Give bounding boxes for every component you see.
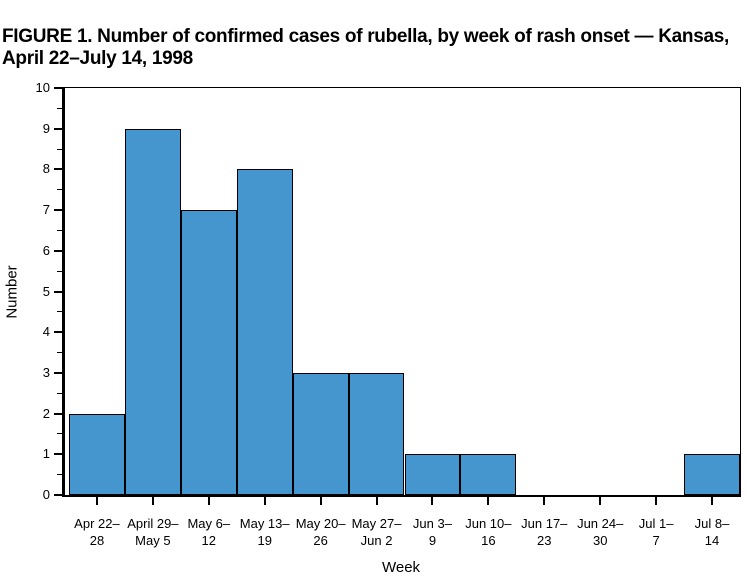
y-major-tick bbox=[54, 412, 62, 415]
y-tick-label: 2 bbox=[42, 405, 50, 421]
y-minor-tick bbox=[57, 433, 62, 435]
y-major-tick bbox=[54, 168, 62, 171]
x-tick-label-line: May 20– bbox=[295, 516, 346, 531]
y-tick-label: 8 bbox=[42, 161, 50, 177]
bar bbox=[69, 413, 125, 495]
x-tick-label: May 27– Jun 2 bbox=[340, 515, 414, 549]
bar bbox=[236, 169, 293, 495]
x-tick-label: Jul 1– 7 bbox=[619, 515, 693, 549]
x-tick-label-line: May 27– bbox=[351, 516, 402, 531]
y-minor-tick bbox=[57, 392, 62, 394]
x-tick-label-line: Apr 22– bbox=[74, 516, 120, 531]
y-tick-label: 5 bbox=[42, 283, 50, 299]
x-tick-label: May 6– 12 bbox=[172, 515, 246, 549]
x-tick bbox=[375, 497, 378, 505]
x-tick-label: Jul 8– 14 bbox=[675, 515, 748, 549]
x-tick-label-line: Jun 17– bbox=[521, 516, 568, 531]
y-major-tick bbox=[54, 249, 62, 252]
x-tick bbox=[599, 497, 602, 505]
x-tick-label: Jun 24– 30 bbox=[563, 515, 637, 549]
x-tick-label-line: April 29– bbox=[127, 516, 179, 531]
y-major-tick bbox=[54, 209, 62, 212]
y-major-tick bbox=[54, 453, 62, 456]
bar bbox=[124, 128, 181, 495]
x-tick bbox=[543, 497, 546, 505]
y-major-tick bbox=[54, 290, 62, 293]
x-tick-label: May 20– 26 bbox=[284, 515, 358, 549]
y-major-tick bbox=[54, 494, 62, 496]
plot-area bbox=[62, 87, 741, 497]
x-tick-label: April 29– May 5 bbox=[116, 515, 190, 549]
x-tick-label-line: 28 bbox=[89, 533, 105, 548]
x-tick-label: Apr 22– 28 bbox=[60, 515, 134, 549]
x-tick bbox=[95, 497, 98, 505]
x-tick-label-line: Jun 2 bbox=[360, 533, 393, 548]
x-tick bbox=[207, 497, 210, 505]
y-minor-tick bbox=[57, 148, 62, 150]
x-tick bbox=[711, 497, 714, 505]
x-tick-label-line: 16 bbox=[481, 533, 496, 548]
x-tick-label-line: Jun 3– bbox=[412, 516, 452, 531]
x-tick-label-line: 26 bbox=[313, 533, 328, 548]
bar bbox=[684, 454, 740, 495]
x-tick bbox=[487, 497, 490, 505]
x-tick-label-line: 12 bbox=[201, 533, 217, 548]
y-major-tick bbox=[54, 371, 62, 374]
bar bbox=[404, 454, 461, 495]
y-tick-label: 4 bbox=[42, 324, 50, 340]
y-tick-label: 1 bbox=[42, 446, 50, 462]
x-tick-label: Jun 17– 23 bbox=[507, 515, 581, 549]
x-tick-label-line: 19 bbox=[257, 533, 272, 548]
x-tick bbox=[431, 497, 434, 505]
y-tick-label: 6 bbox=[42, 242, 50, 258]
x-tick-label-line: May 6– bbox=[187, 516, 231, 531]
x-tick bbox=[151, 497, 154, 505]
x-tick-label-line: May 13– bbox=[239, 516, 290, 531]
x-axis-label: Week bbox=[381, 559, 421, 576]
x-tick-label-line: 30 bbox=[592, 533, 608, 548]
x-tick-label-line: 7 bbox=[652, 533, 660, 548]
y-tick-label: 3 bbox=[42, 364, 50, 380]
y-minor-tick bbox=[57, 107, 62, 109]
figure-title-line-1: FIGURE 1. Number of confirmed cases of r… bbox=[2, 26, 730, 47]
y-minor-tick bbox=[57, 189, 62, 191]
figure-title-line-2: April 22–July 14, 1998 bbox=[2, 48, 193, 69]
y-minor-tick bbox=[57, 229, 62, 231]
x-tick-label-line: 23 bbox=[537, 533, 552, 548]
x-tick bbox=[319, 497, 322, 505]
bar bbox=[460, 454, 517, 495]
x-tick-label: Jun 10– 16 bbox=[451, 515, 525, 549]
x-tick-label-line: Jul 8– bbox=[694, 516, 730, 531]
y-major-tick bbox=[54, 87, 62, 89]
bar bbox=[292, 372, 349, 495]
x-tick bbox=[655, 497, 658, 505]
x-tick-label-line: Jul 1– bbox=[638, 516, 674, 531]
x-tick-label: May 13– 19 bbox=[228, 515, 302, 549]
x-tick-label-line: 14 bbox=[704, 533, 720, 548]
y-minor-tick bbox=[57, 474, 62, 476]
x-tick bbox=[263, 497, 266, 505]
bar bbox=[348, 372, 405, 495]
x-tick-label-line: 9 bbox=[428, 533, 437, 548]
y-minor-tick bbox=[57, 270, 62, 272]
y-tick-label: 7 bbox=[42, 202, 50, 218]
y-major-tick bbox=[54, 331, 62, 334]
x-tick-label-line: Jun 10– bbox=[465, 516, 512, 531]
y-tick-label: 10 bbox=[35, 80, 50, 95]
y-minor-tick bbox=[57, 352, 62, 354]
x-tick-label-line: Jun 24– bbox=[577, 516, 624, 531]
x-tick-label-line: May 5 bbox=[135, 533, 171, 548]
y-major-tick bbox=[54, 127, 62, 130]
y-tick-label: 9 bbox=[42, 120, 50, 136]
y-tick-label: 0 bbox=[42, 487, 50, 502]
x-tick-label: Jun 3– 9 bbox=[395, 515, 469, 549]
figure-title: FIGURE 1. Number of confirmed cases of r… bbox=[2, 26, 729, 70]
bar bbox=[180, 210, 237, 495]
y-minor-tick bbox=[57, 311, 62, 313]
